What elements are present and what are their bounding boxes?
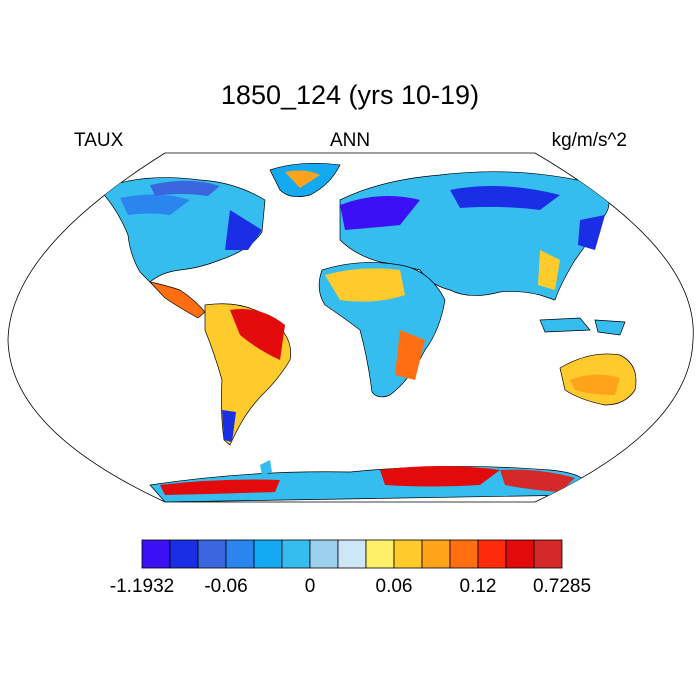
colorbar-bin bbox=[169, 539, 199, 569]
colorbar-bin bbox=[533, 539, 563, 569]
colorbar-tick-label: -0.06 bbox=[204, 576, 248, 597]
colorbar-bin bbox=[393, 539, 423, 569]
colorbar-bin bbox=[421, 539, 451, 569]
colorbar-bin bbox=[337, 539, 367, 569]
colorbar-bin bbox=[141, 539, 171, 569]
colorbar-tick-label: 0.06 bbox=[375, 576, 413, 597]
region-canada-north bbox=[150, 180, 220, 196]
region-maritime-continent bbox=[539, 317, 626, 336]
colorbar-bin bbox=[197, 539, 227, 569]
colorbar-tick-label: 0 bbox=[304, 576, 316, 597]
colorbar-tick-label: -1.1932 bbox=[109, 576, 175, 597]
colorbar-bin bbox=[253, 539, 283, 569]
colorbar-bin bbox=[449, 539, 479, 569]
colorbar-bin bbox=[309, 539, 339, 569]
colorbar-bin bbox=[477, 539, 507, 569]
colorbar-bin bbox=[225, 539, 255, 569]
region-north-america-west bbox=[120, 194, 190, 215]
region-north-america-east bbox=[225, 210, 262, 250]
region-central-america bbox=[148, 281, 206, 319]
colorbar-tick-label: 0.7285 bbox=[532, 576, 592, 597]
colorbar-bin bbox=[281, 539, 311, 569]
colorbar-bin bbox=[365, 539, 395, 569]
variable-label: TAUX bbox=[74, 130, 124, 151]
season-label: ANN bbox=[329, 130, 371, 151]
colorbar-bin bbox=[505, 539, 535, 569]
plot-title: 1850_124 (yrs 10-19) bbox=[220, 80, 480, 110]
units-label: kg/m/s^2 bbox=[551, 130, 627, 151]
colorbar-tick-label: 0.12 bbox=[459, 576, 497, 597]
